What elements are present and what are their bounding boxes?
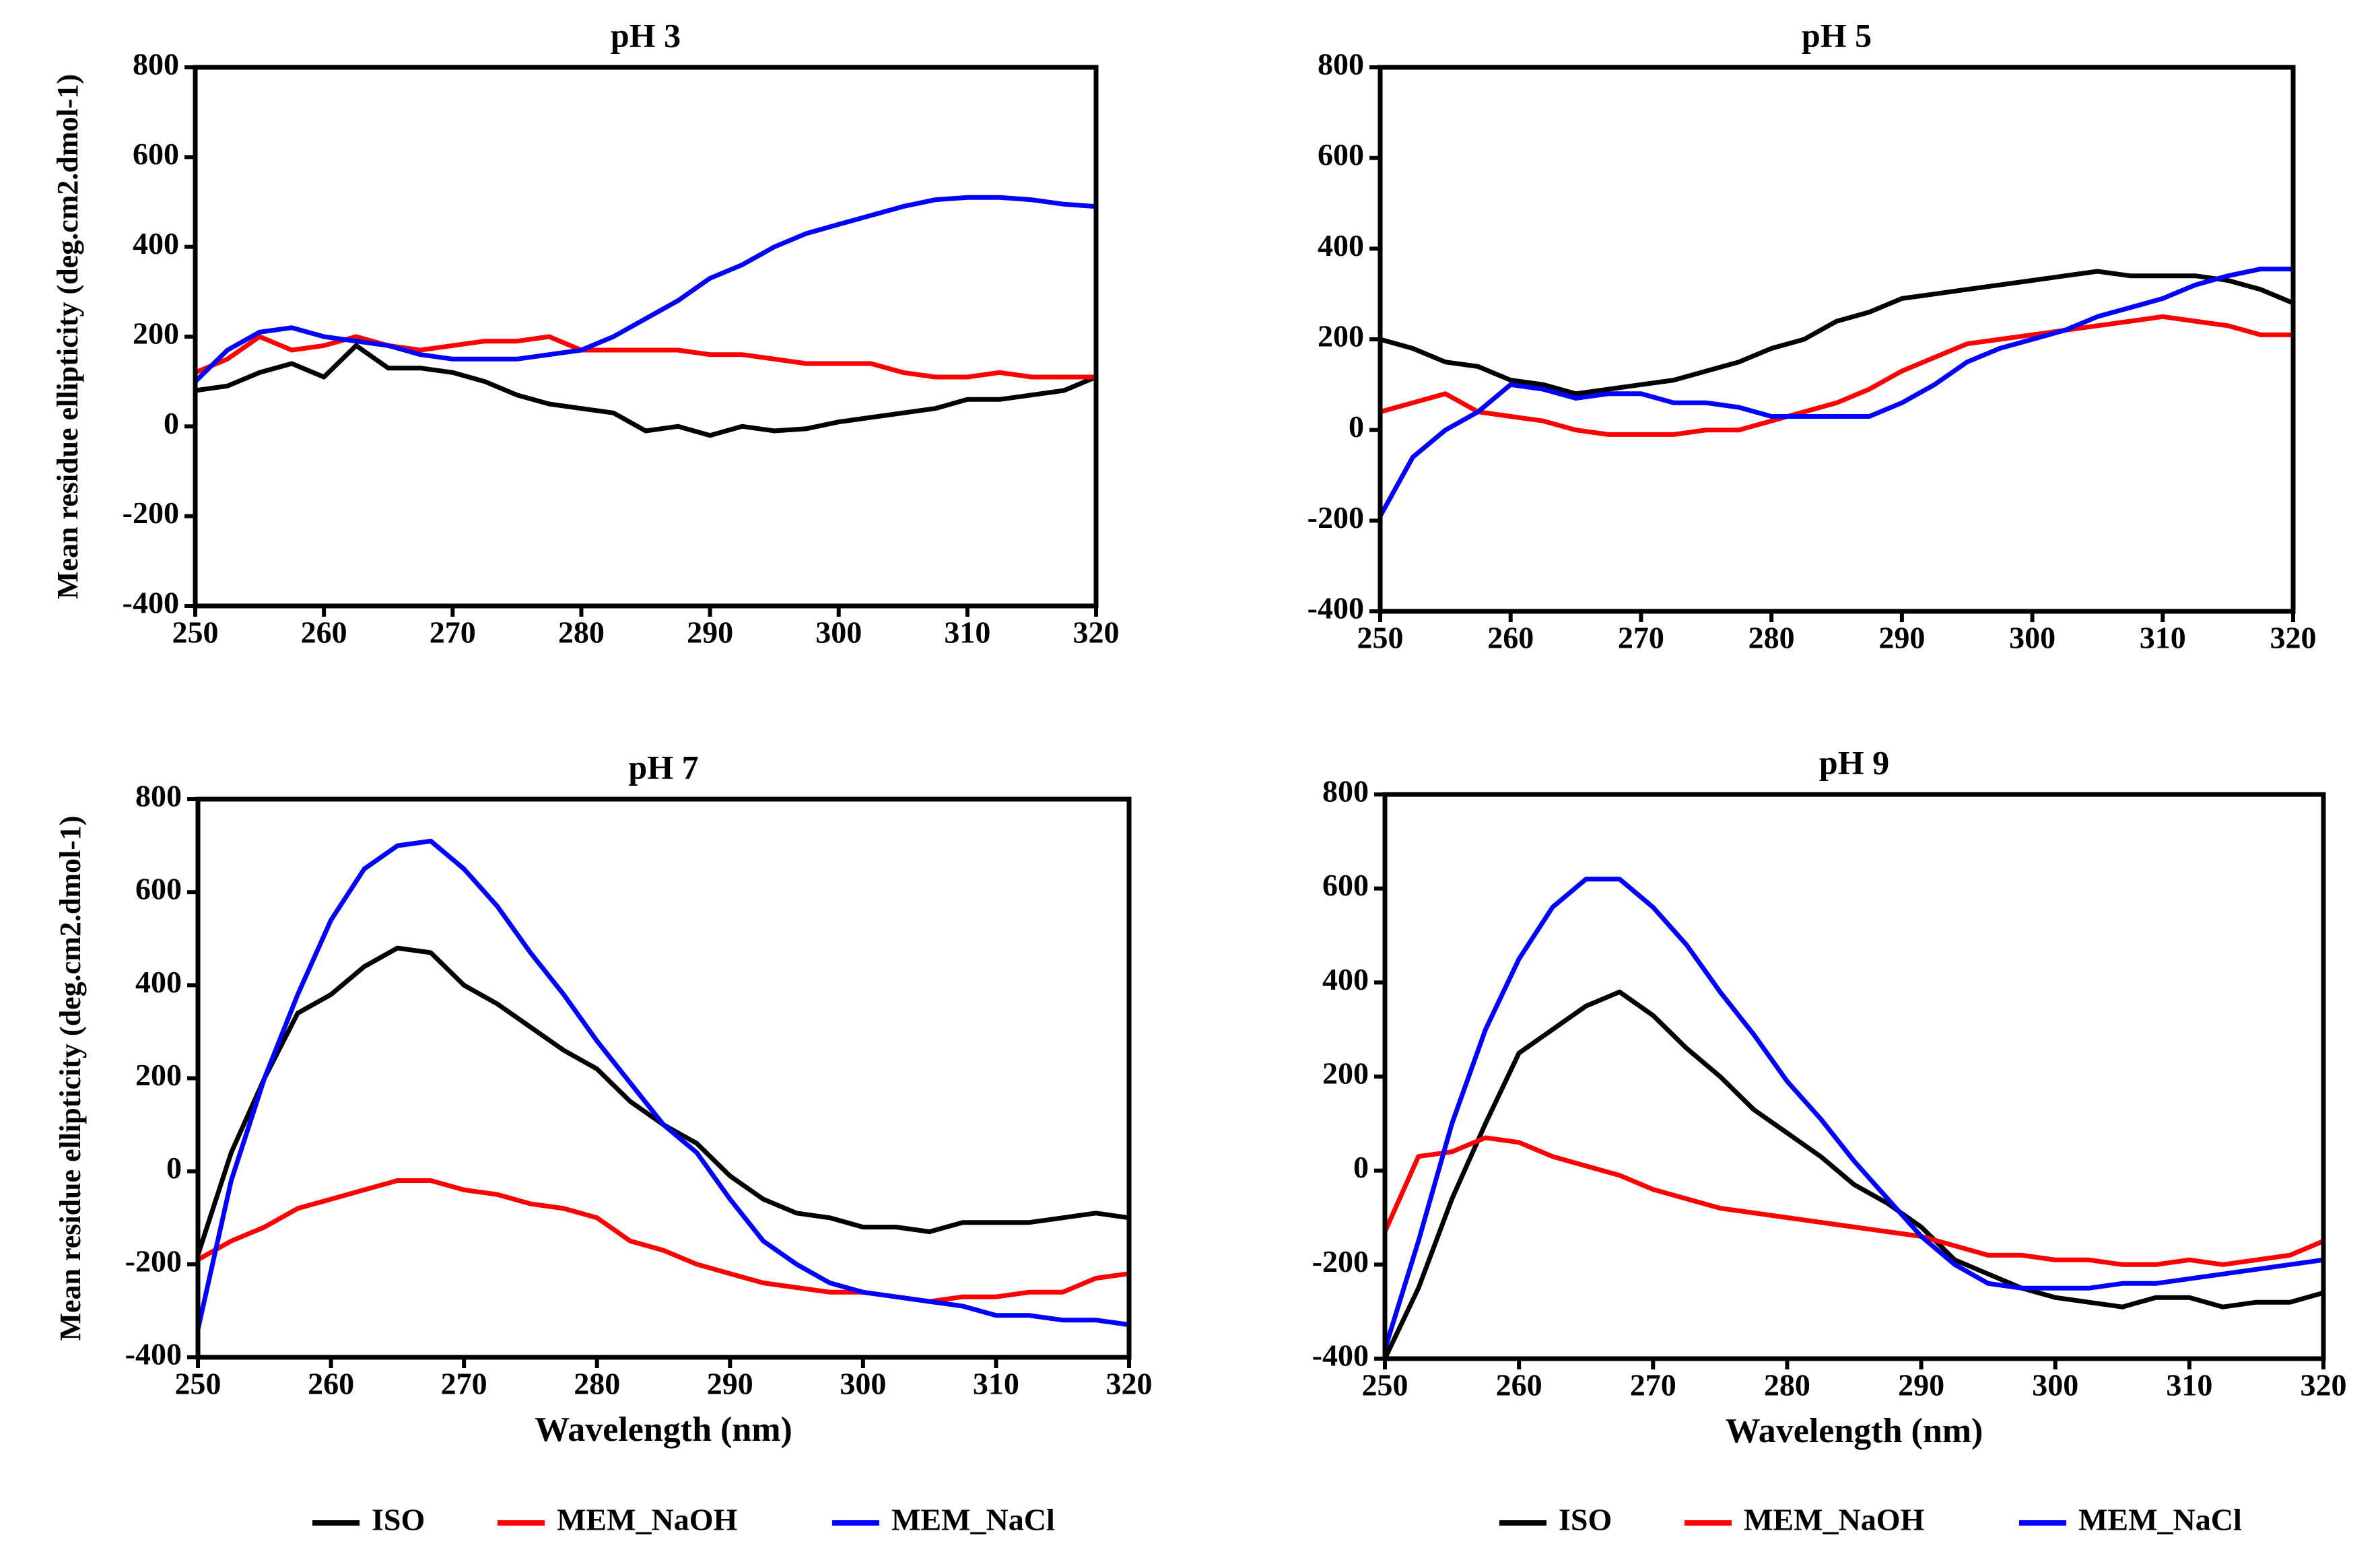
y-tick-label: -200 (1307, 500, 1364, 535)
y-tick-label: 600 (135, 872, 182, 906)
x-tick-label: 280 (1764, 1368, 1810, 1402)
x-tick-label: 280 (574, 1367, 620, 1401)
chart-title: pH 9 (1819, 743, 1889, 781)
chart-title: pH 3 (611, 16, 681, 54)
legend-label: MEM_NaOH (1744, 1503, 1925, 1537)
data-line (1382, 877, 2324, 1351)
data-line (195, 343, 1097, 438)
y-tick-label: 400 (1322, 962, 1369, 996)
y-axis-label: Mean residue ellipticity (deg.cm2.dmol-1… (54, 815, 87, 1340)
x-tick-label: 270 (430, 615, 476, 650)
x-tick-label: 320 (2301, 1368, 2347, 1402)
x-tick-label: 290 (1898, 1368, 1944, 1402)
x-tick-label: 290 (1878, 621, 1925, 655)
y-axis-label: Mean residue ellipticity (deg.cm2.dmol-1… (51, 74, 84, 599)
legend-label: MEM_NaOH (557, 1503, 738, 1537)
data-line (1382, 989, 2324, 1360)
x-tick-label: 310 (2166, 1368, 2212, 1402)
data-line (1382, 1135, 2325, 1267)
y-tick-label: 800 (135, 779, 182, 813)
data-line (195, 945, 1130, 1256)
plot-frame (1382, 792, 2326, 1361)
y-tick-label: 800 (133, 47, 179, 81)
x-tick-label: 250 (175, 1367, 222, 1401)
y-tick-label: 800 (1322, 774, 1369, 809)
x-tick-label: 270 (1630, 1368, 1676, 1402)
y-tick-label: -200 (123, 496, 179, 530)
y-tick-label: 0 (164, 406, 179, 440)
x-tick-label: 280 (558, 615, 605, 650)
y-tick-label: 200 (133, 316, 179, 351)
x-tick-label: 310 (2140, 621, 2186, 655)
x-tick-label: 300 (815, 615, 862, 650)
x-tick-label: 270 (1618, 621, 1664, 655)
y-tick-label: -400 (123, 586, 179, 620)
x-tick-label: 250 (1357, 621, 1404, 655)
x-tick-label: 290 (707, 1367, 753, 1401)
data-line (1378, 267, 2293, 518)
x-tick-label: 320 (1106, 1367, 1153, 1401)
x-tick-label: 280 (1748, 621, 1795, 655)
x-tick-label: 270 (441, 1367, 487, 1401)
data-line (195, 838, 1130, 1330)
y-tick-label: 200 (1322, 1056, 1369, 1091)
x-tick-label: 260 (308, 1367, 354, 1401)
legend-label: MEM_NaCl (2078, 1503, 2242, 1537)
data-line (193, 195, 1097, 384)
y-tick-label: 200 (135, 1058, 182, 1092)
data-line (1380, 314, 2293, 437)
y-tick-label: 600 (1318, 137, 1364, 172)
x-tick-label: 300 (840, 1367, 886, 1401)
x-tick-label: 290 (687, 615, 733, 650)
x-tick-label: 320 (2270, 621, 2317, 655)
y-tick-label: -400 (125, 1337, 182, 1371)
chart-title: pH 5 (1802, 16, 1872, 54)
y-tick-label: 0 (1353, 1150, 1369, 1184)
x-tick-label: 260 (1496, 1368, 1542, 1402)
plot-frame (195, 796, 1132, 1360)
y-tick-label: 400 (135, 965, 182, 999)
x-axis-label: Wavelength (nm) (535, 1410, 792, 1449)
legend-label: MEM_NaCl (891, 1503, 1055, 1537)
y-tick-label: 0 (1349, 409, 1364, 444)
legend-label: ISO (372, 1503, 425, 1537)
x-tick-label: 300 (2009, 621, 2055, 655)
y-tick-label: -200 (1312, 1244, 1369, 1279)
x-tick-label: 260 (1487, 621, 1534, 655)
y-tick-label: -400 (1307, 591, 1364, 625)
data-line (197, 1178, 1130, 1304)
y-tick-label: 200 (1318, 319, 1364, 353)
x-tick-label: 310 (944, 615, 990, 650)
x-tick-label: 250 (1362, 1368, 1408, 1402)
y-tick-label: -400 (1312, 1338, 1369, 1373)
legend-label: ISO (1559, 1503, 1612, 1537)
x-tick-label: 300 (2032, 1368, 2078, 1402)
y-tick-label: 400 (1318, 228, 1364, 263)
y-tick-label: 0 (166, 1151, 182, 1185)
y-tick-label: 600 (1322, 868, 1369, 902)
x-tick-label: 310 (973, 1367, 1019, 1401)
x-tick-label: 250 (172, 615, 219, 650)
plot-frame (1378, 65, 2296, 614)
x-axis-label: Wavelength (nm) (1726, 1412, 1983, 1450)
x-tick-label: 260 (301, 615, 347, 650)
y-tick-label: 800 (1318, 47, 1364, 81)
y-tick-label: 600 (133, 137, 179, 171)
data-line (1380, 269, 2294, 397)
x-tick-label: 320 (1073, 615, 1120, 650)
y-tick-label: -200 (125, 1244, 182, 1278)
chart-title: pH 7 (628, 748, 698, 786)
y-tick-label: 400 (133, 226, 179, 261)
